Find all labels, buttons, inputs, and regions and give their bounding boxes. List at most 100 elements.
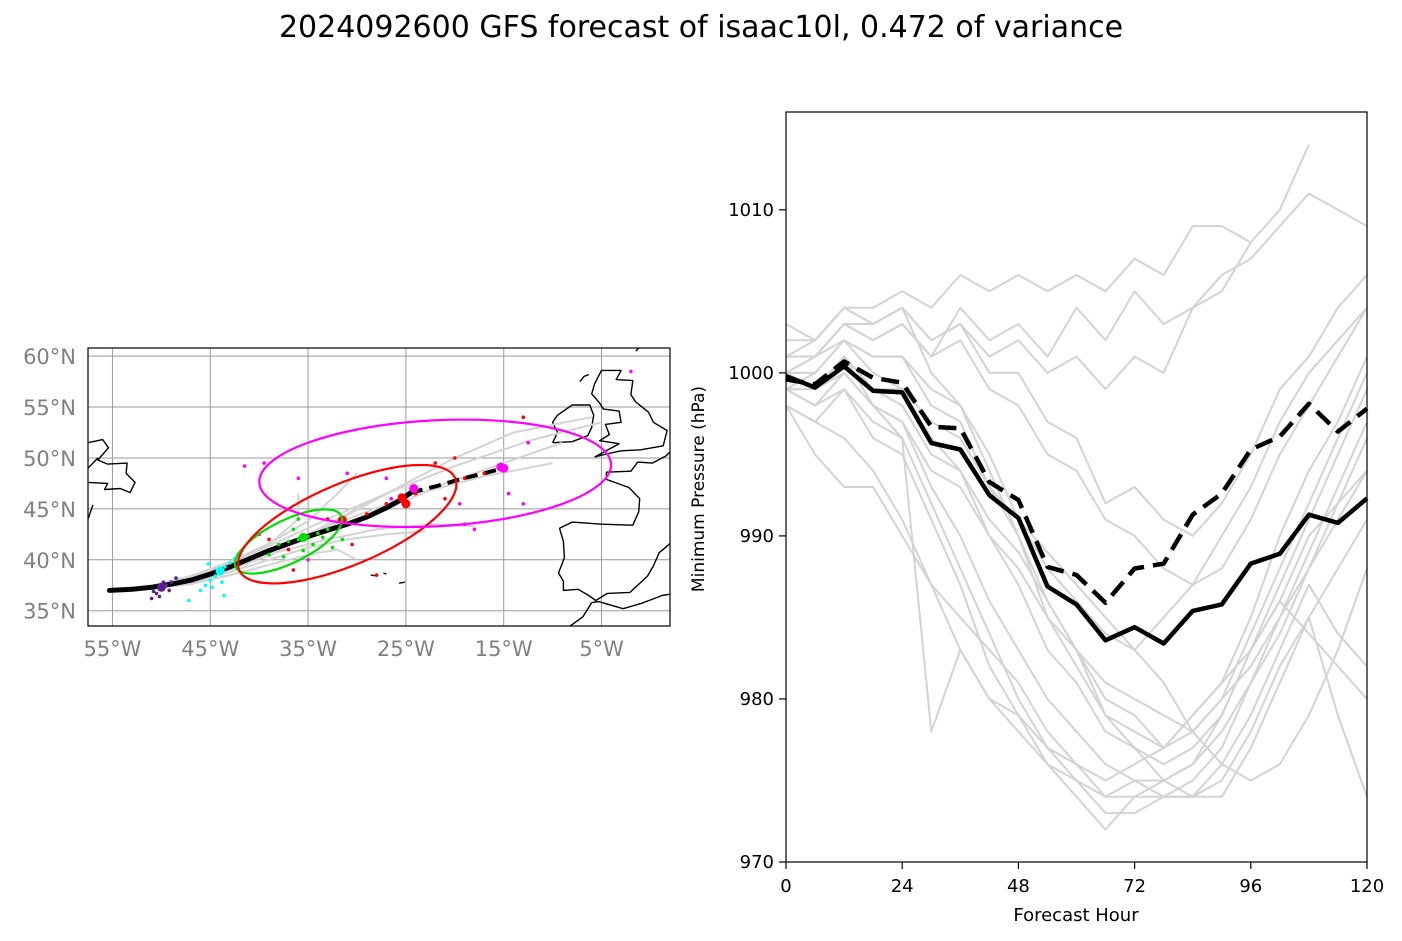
ensemble-position: [186, 598, 191, 603]
lat-tick-label: 45°N: [23, 498, 76, 522]
ensemble-position: [506, 491, 511, 496]
ensemble-position: [384, 476, 389, 481]
ensemble-position: [213, 574, 217, 578]
mean-pressure-line-solid: [785, 364, 1369, 646]
x-axis-label: Forecast Hour: [1013, 905, 1139, 926]
ensemble-pressure-line: [785, 225, 1252, 358]
ensemble-position: [301, 548, 306, 553]
lon-tick-label: 5°W: [579, 637, 624, 661]
ensemble-track: [109, 523, 475, 592]
pressure-plot-frame: [785, 111, 1368, 863]
forecast-positions: [149, 369, 633, 603]
uncertainty-ellipses: [233, 418, 613, 585]
coastline: [398, 581, 406, 584]
ensemble-position: [330, 545, 335, 550]
coastline: [591, 593, 670, 610]
mean-pressure-line-dashed: [785, 359, 1369, 606]
x-tick-label: 0: [780, 876, 791, 897]
coastline: [635, 348, 640, 352]
ensemble-position: [306, 558, 310, 562]
ensemble-position: [203, 583, 208, 588]
coastline: [240, 346, 309, 347]
ensemble-position: [457, 502, 462, 506]
lat-tick-label: 35°N: [23, 600, 76, 624]
ensemble-position: [340, 537, 345, 542]
ensemble-pressure-line: [786, 355, 1368, 766]
coastline: [485, 633, 487, 634]
ensemble-position: [242, 464, 247, 468]
coastline: [88, 438, 136, 494]
ensemble-position: [220, 580, 224, 584]
lon-tick-label: 35°W: [279, 637, 337, 661]
uncertainty-ellipse: [233, 508, 344, 575]
uncertainty-ellipse: [236, 463, 458, 585]
coastline: [568, 602, 593, 626]
ensemble-position: [316, 531, 320, 536]
ensemble-position: [521, 415, 526, 420]
pressure-axis-ticks: 0 24 48 72 96 120 970 980 990 1000 1010: [728, 200, 1384, 897]
map-frame: [87, 347, 671, 627]
lon-tick-label: 25°W: [377, 637, 435, 661]
ensemble-position: [157, 594, 162, 599]
ensemble-pressure-line: [785, 192, 1368, 374]
ensemble-position: [206, 562, 211, 566]
coastline: [579, 373, 590, 383]
ensemble-track: [109, 416, 592, 592]
y-tick-label: 980: [740, 689, 774, 710]
ensemble-pressure-line: [785, 388, 1368, 815]
coastline: [557, 528, 670, 602]
ensemble-position: [198, 588, 203, 593]
ensemble-pressure-line: [785, 371, 1368, 733]
mean-track-solid: [107, 490, 414, 593]
ensemble-position: [286, 547, 291, 552]
map-coastlines: [88, 336, 670, 634]
ensemble-position: [291, 527, 296, 532]
ensemble-position: [345, 471, 350, 476]
coastline: [88, 457, 99, 469]
lat-tick-label: 55°N: [23, 396, 76, 420]
ensemble-position: [167, 588, 171, 593]
lat-tick-label: 50°N: [23, 447, 76, 471]
mean-position-marker: [496, 462, 506, 472]
ensemble-position: [443, 496, 447, 501]
ensemble-position: [210, 585, 214, 590]
lon-tick-label: 55°W: [83, 637, 141, 661]
ensemble-position: [169, 580, 173, 584]
ensemble-position: [286, 539, 291, 544]
ensemble-position: [223, 565, 227, 569]
ensemble-position: [281, 555, 286, 559]
ensemble-position: [267, 537, 271, 542]
ensemble-position: [276, 542, 281, 547]
y-tick-label: 1000: [728, 363, 774, 384]
ensemble-pressure-line: [785, 404, 1368, 798]
ensemble-pressure-line: [786, 339, 1368, 749]
ensemble-position: [296, 517, 301, 521]
ensemble-position: [208, 578, 213, 582]
ensemble-pressure-line: [786, 307, 1368, 586]
map-tick-labels: 55°W 45°W 35°W 25°W 15°W 5°W 35°N 40°N 45°N 50°N 5…: [23, 345, 624, 661]
ensemble-position: [262, 461, 266, 465]
coastline: [559, 450, 670, 529]
ensemble-position: [462, 476, 467, 481]
y-tick-label: 1010: [728, 200, 774, 221]
ensemble-position: [222, 593, 226, 598]
ensemble-position: [629, 369, 633, 374]
ensemble-position: [433, 461, 438, 465]
y-tick-label: 990: [740, 526, 774, 547]
ensemble-position: [325, 527, 330, 532]
ensemble-position: [321, 535, 325, 540]
ensemble-position: [151, 589, 156, 594]
mean-position-marker: [409, 484, 419, 493]
ensemble-position: [149, 596, 154, 601]
ensemble-position: [350, 542, 354, 547]
coastline: [582, 336, 587, 338]
y-axis-label: Minimum Pressure (hPa): [689, 386, 709, 592]
ensemble-position: [453, 456, 457, 460]
lat-tick-label: 60°N: [23, 345, 76, 369]
ensemble-position: [526, 440, 530, 445]
mean-pressure-lines: [785, 359, 1369, 646]
mean-track-dashed: [410, 466, 505, 495]
ensemble-position: [296, 476, 301, 481]
ensemble-pressure-line: [785, 306, 1368, 749]
x-tick-label: 72: [1123, 876, 1146, 897]
